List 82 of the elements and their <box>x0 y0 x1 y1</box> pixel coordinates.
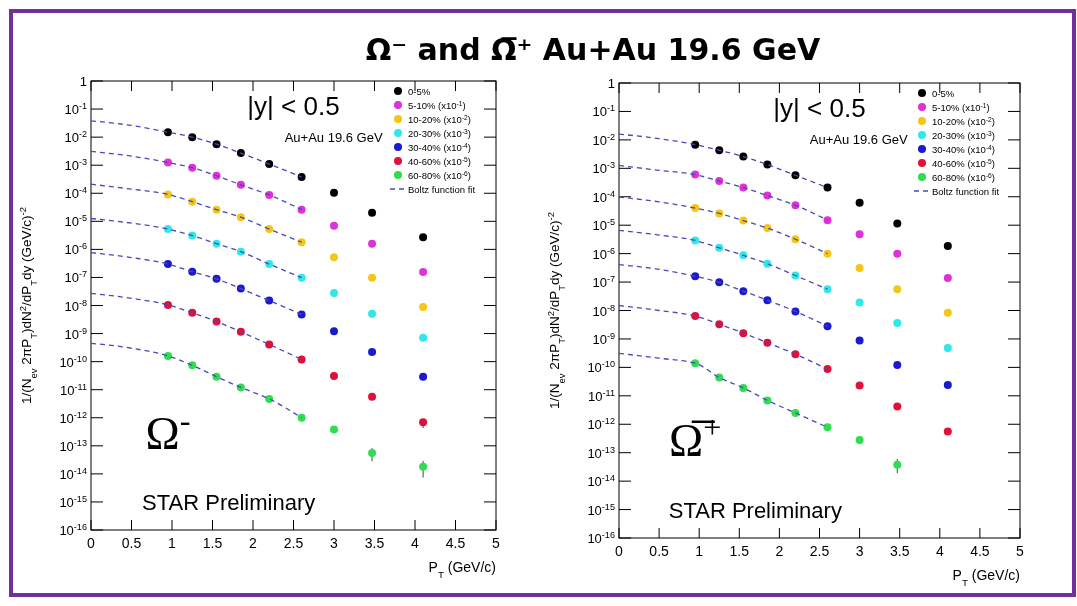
x-tick-label: 3 <box>330 535 339 551</box>
y-tick-label: 10$^{-15}$ <box>587 501 615 518</box>
x-tick-label: 3 <box>855 543 864 559</box>
x-tick-label: 2.5 <box>809 543 830 559</box>
legend-label: 10-20% (x10$^{-2}$) <box>932 115 995 127</box>
y-tick-label: 10$^{-8}$ <box>64 297 87 314</box>
x-tick-label: 0 <box>87 535 96 551</box>
legend-label: Boltz function fit <box>932 185 1000 197</box>
legend-label: Boltz function fit <box>408 183 476 195</box>
x-tick-label: 0.5 <box>649 543 670 559</box>
annotation: |y| < 0.5 <box>773 93 866 124</box>
y-tick-label: 10$^{-1}$ <box>592 103 615 120</box>
y-tick-label: 1 <box>607 76 615 91</box>
y-tick-label: 10$^{-7}$ <box>64 269 87 286</box>
y-tick-label: 10$^{-16}$ <box>587 530 615 546</box>
y-tick-label: 10$^{-3}$ <box>64 157 87 174</box>
y-tick-label: 10$^{-15}$ <box>59 493 87 510</box>
legend-label: 30-40% (x10$^{-4}$) <box>408 141 471 153</box>
y-tick-label: 10$^{-6}$ <box>64 241 87 258</box>
y-tick-label: 10$^{-10}$ <box>59 353 87 370</box>
x-tick-label: 3.5 <box>889 543 910 559</box>
y-tick-label: 10$^{-13}$ <box>587 444 615 461</box>
x-tick-label: 3.5 <box>364 535 385 551</box>
x-tick-label: 0.5 <box>121 535 142 551</box>
legend-label: 0-5% <box>932 87 955 99</box>
x-tick-label: 4 <box>411 535 420 551</box>
legend-label: 60-80% (x10$^{-6}$) <box>932 171 995 183</box>
x-tick-label: 1 <box>695 543 704 559</box>
legend-label: 0-5% <box>408 85 431 97</box>
text: Ω⁻ and Ω̅⁺ Au+Au 19.6 GeV <box>365 32 822 67</box>
x-tick-label: 4.5 <box>970 543 990 559</box>
annotation: Au+Au 19.6 GeV <box>809 132 909 148</box>
annotation: Au+Au 19.6 GeV <box>284 129 383 145</box>
y-tick-label: 10$^{-9}$ <box>64 325 87 342</box>
legend-label: 40-60% (x10$^{-5}$) <box>932 157 995 169</box>
x-tick-label: 4 <box>935 543 944 559</box>
annotation: STAR Preliminary <box>668 497 842 523</box>
y-tick-label: 10$^{-4}$ <box>592 188 615 205</box>
y-tick-label: 10$^{-12}$ <box>59 409 87 426</box>
y-tick-label: 10$^{-7}$ <box>592 274 615 291</box>
y-tick-label: 10$^{-14}$ <box>59 465 87 482</box>
y-tick-label: 10$^{-2}$ <box>64 129 87 146</box>
x-tick-label: 5 <box>1016 543 1025 559</box>
y-tick-label: 1 <box>79 74 87 89</box>
legend-label: 30-40% (x10$^{-4}$) <box>932 143 995 155</box>
legend-label: 20-30% (x10$^{-3}$) <box>932 129 995 141</box>
y-tick-label: 10$^{-5}$ <box>64 213 87 230</box>
x-axis-title: P$_{T}$ (GeV/c) <box>952 567 1020 588</box>
x-axis-title: P$_{T}$ (GeV/c) <box>428 559 496 580</box>
x-tick-label: 1.5 <box>202 535 223 551</box>
y-tick-label: 10$^{-5}$ <box>592 217 615 234</box>
x-tick-label: 0 <box>615 543 624 559</box>
y-tick-label: 10$^{-3}$ <box>592 160 615 177</box>
y-tick-label: 10$^{-11}$ <box>588 387 615 404</box>
annotation: STAR Preliminary <box>142 489 316 515</box>
y-tick-label: 10$^{-4}$ <box>64 185 87 202</box>
legend-label: 60-80% (x10$^{-6}$) <box>408 169 471 181</box>
y-tick-label: 10$^{-13}$ <box>59 437 87 454</box>
annotation: Ω$^{-}$ <box>145 402 191 460</box>
x-tick-label: 2.5 <box>283 535 304 551</box>
annotation: |y| < 0.5 <box>247 90 340 121</box>
legend-label: 40-60% (x10$^{-5}$) <box>408 155 471 167</box>
y-tick-label: 10$^{-10}$ <box>587 359 615 376</box>
legend-label: 10-20% (x10$^{-2}$) <box>408 113 471 125</box>
y-tick-label: 10$^{-11}$ <box>60 381 87 398</box>
y-tick-label: 10$^{-12}$ <box>587 416 615 433</box>
x-tick-label: 2 <box>775 543 784 559</box>
y-tick-label: 10$^{-9}$ <box>592 330 615 347</box>
y-tick-label: 10$^{-2}$ <box>592 131 615 148</box>
legend-label: 5-10% (x10$^{-1}$) <box>932 101 990 113</box>
y-tick-label: 10$^{-8}$ <box>592 302 615 319</box>
x-tick-label: 1.5 <box>729 543 750 559</box>
y-tick-label: 10$^{-14}$ <box>587 473 615 490</box>
x-tick-label: 2 <box>249 535 258 551</box>
x-tick-label: 1 <box>168 535 177 551</box>
x-tick-label: 5 <box>492 535 501 551</box>
legend-label: 5-10% (x10$^{-1}$) <box>408 99 466 111</box>
y-tick-label: 10$^{-16}$ <box>59 522 87 538</box>
y-tick-label: 10$^{-1}$ <box>64 101 87 118</box>
x-tick-label: 4.5 <box>445 535 466 551</box>
legend-label: 20-30% (x10$^{-3}$) <box>408 127 471 139</box>
y-tick-label: 10$^{-6}$ <box>592 245 615 262</box>
